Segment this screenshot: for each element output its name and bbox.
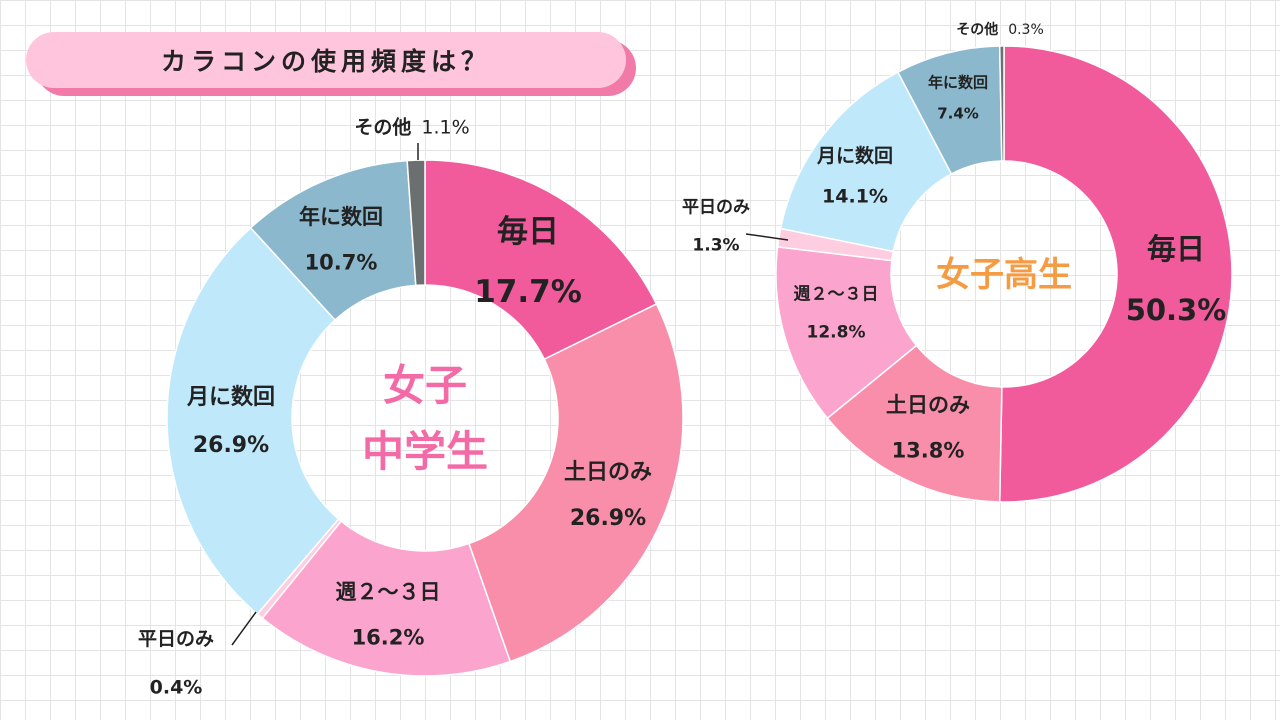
middle-school-slice-monthly <box>166 226 340 616</box>
page-title: カラコンの使用頻度は？ <box>160 47 491 76</box>
middle-school-slice-label-weekday: 平日のみ <box>138 628 214 650</box>
high-school-slice-label-monthly: 月に数回 <box>816 144 893 167</box>
high-school-donut-chart: 毎日 50.3% 土日のみ 13.8% 週２～３日 12.8% 平日のみ 1.3% 月に数回 14… <box>682 21 1233 503</box>
high-school-slice-other <box>998 45 1005 162</box>
high-school-slice-value-daily: 50.3% <box>1126 293 1227 327</box>
high-school-slice-label-weekend: 土日のみ <box>886 393 970 417</box>
middle-school-slice-weekend <box>467 303 684 663</box>
middle-school-slice-daily <box>424 159 658 361</box>
middle-school-slice-label-monthly: 月に数回 <box>186 384 275 410</box>
middle-school-slice-value-weekly: 16.2% <box>352 626 425 650</box>
high-school-slice-daily <box>998 45 1233 503</box>
middle-school-slice-label-other: その他 1.1% <box>354 116 469 139</box>
high-school-slice-value-weekday: 1.3% <box>692 235 739 255</box>
middle-school-slice-weekly <box>261 520 512 677</box>
title-pill: カラコンの使用頻度は？ <box>26 32 626 88</box>
high-school-slice-value-weekly: 12.8% <box>807 322 866 342</box>
high-school-slice-label-weekly: 週２～３日 <box>794 285 879 305</box>
middle-school-slice-value-daily: 17.7% <box>474 274 582 310</box>
middle-school-slice-value-yearly: 10.7% <box>305 251 378 275</box>
middle-school-slice-label-weekend: 土日のみ <box>564 460 652 485</box>
high-school-center-label: 女子高生 <box>936 255 1072 295</box>
middle-school-slice-label-daily: 毎日 <box>497 214 559 250</box>
middle-school-center-label: 中学生 <box>362 427 488 476</box>
high-school-slice-value-weekend: 13.8% <box>892 439 965 463</box>
middle-school-slice-value-monthly: 26.9% <box>193 433 269 458</box>
middle-school-slice-value-weekday: 0.4% <box>150 676 203 698</box>
high-school-slice-label-daily: 毎日 <box>1147 232 1205 266</box>
high-school-slice-label-weekday: 平日のみ <box>682 198 750 218</box>
title-banner: カラコンの使用頻度は？ <box>26 32 638 100</box>
high-school-slice-value-monthly: 14.1% <box>822 185 888 207</box>
middle-school-slice-label-weekly: 週２～３日 <box>336 580 441 604</box>
middle-school-slice-other <box>406 159 426 287</box>
middle-school-center-label: 女子 <box>383 361 467 410</box>
high-school-slice-label-other: その他 0.3% <box>956 21 1044 38</box>
high-school-slice-label-yearly: 年に数回 <box>928 74 988 92</box>
middle-school-leader-line-weekday <box>231 611 257 646</box>
high-school-slice-monthly <box>779 71 953 253</box>
middle-school-donut-chart: 毎日 17.7% 土日のみ 26.9% 週２～３日 16.2% 平日のみ 0.4% 月に数回 26… <box>138 116 684 698</box>
high-school-leader-line-weekday <box>745 233 789 241</box>
middle-school-slice-label-yearly: 年に数回 <box>299 205 383 229</box>
high-school-slice-value-yearly: 7.4% <box>937 104 979 122</box>
middle-school-slice-value-weekend: 26.9% <box>570 506 646 531</box>
